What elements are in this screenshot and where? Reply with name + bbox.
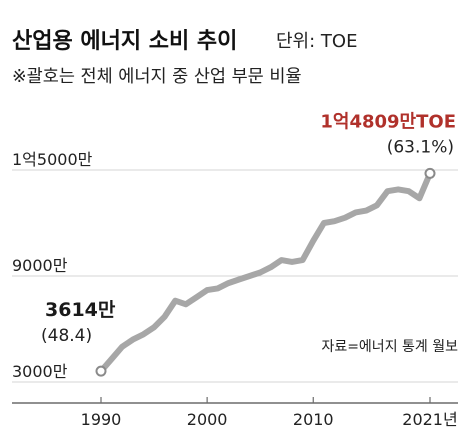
end-share-label: (63.1%) xyxy=(387,137,454,157)
x-tick-label: 2021년 xyxy=(402,410,457,429)
end-value-label: 1억4809만TOE xyxy=(320,111,456,132)
end-point-marker xyxy=(424,167,436,179)
chart-title: 산업용 에너지 소비 추이 xyxy=(12,29,237,54)
y-tick-label: 3000만 xyxy=(12,362,68,381)
grid-layer xyxy=(12,169,458,383)
y-tick-label: 1억5000만 xyxy=(12,150,93,169)
chart-subtitle: ※괄호는 전체 에너지 중 산업 부문 비율 xyxy=(12,67,302,87)
y-axis-labels: 3000만 9000만 1억5000만 xyxy=(12,150,93,381)
x-tick-label: 2000 xyxy=(187,410,228,429)
x-axis-labels: 1990 2000 2010 2021년 xyxy=(81,397,458,429)
start-point-marker xyxy=(95,365,107,377)
y-tick-label: 9000만 xyxy=(12,256,68,275)
start-value-label: 3614만 xyxy=(45,299,116,321)
unit-label: 단위: TOE xyxy=(276,31,357,52)
start-share-label: (48.4) xyxy=(41,326,92,346)
source-note: 자료=에너지 통계 월보 xyxy=(321,339,458,355)
series-line xyxy=(98,170,433,375)
x-tick-label: 2010 xyxy=(293,410,334,429)
x-tick-label: 1990 xyxy=(81,410,122,429)
series-layer xyxy=(95,167,436,377)
